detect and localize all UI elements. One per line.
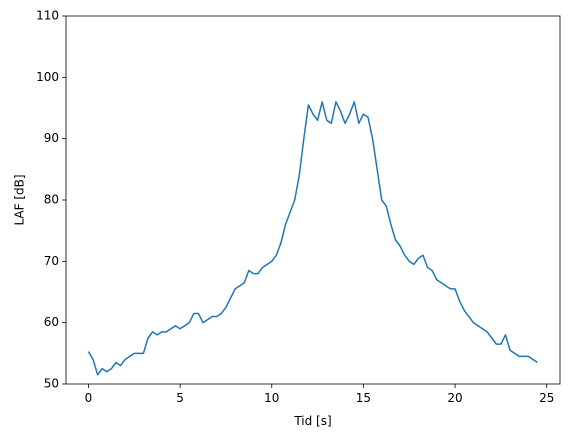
x-tick-label: 25 — [539, 391, 554, 405]
x-tick-label: 0 — [85, 391, 93, 405]
y-tick-label: 80 — [44, 193, 59, 207]
y-axis-label: LAF [dB] — [13, 174, 27, 225]
y-tick-label: 50 — [44, 377, 59, 391]
x-tick-label: 10 — [264, 391, 279, 405]
y-tick-label: 60 — [44, 315, 59, 329]
y-tick-label: 90 — [44, 131, 59, 145]
x-tick-label: 5 — [176, 391, 184, 405]
y-tick-label: 70 — [44, 254, 59, 268]
axes-frame — [65, 15, 561, 385]
data-line — [87, 101, 538, 376]
y-tick-label: 110 — [36, 9, 59, 23]
x-axis-label: Tid [s] — [293, 414, 331, 428]
y-tick-label: 100 — [36, 70, 59, 84]
x-tick-label: 15 — [356, 391, 371, 405]
x-tick-label: 20 — [447, 391, 462, 405]
